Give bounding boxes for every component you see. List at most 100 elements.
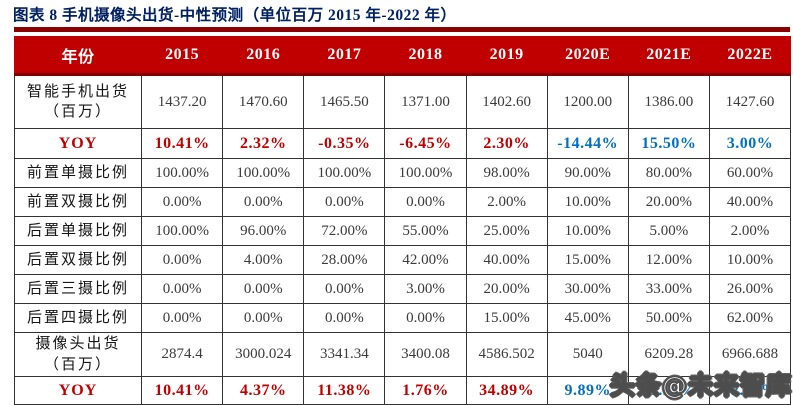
cell: 80.00% (627, 158, 710, 188)
cell: 15.00% (546, 245, 629, 275)
cell: 0.00% (303, 303, 386, 333)
table-row: YOY 10.41% 2.32% -0.35% -6.45% 2.30% -14.44% 15… (14, 128, 792, 159)
header-cell-2015: 2015 (140, 36, 224, 76)
cell: 12.00% (627, 245, 710, 275)
cell: 6966.688 (708, 332, 792, 377)
cell: 0.00% (140, 274, 224, 304)
cell: 1437.20 (140, 74, 224, 129)
cell: 42.00% (384, 245, 467, 275)
cell: 100.00% (303, 158, 386, 188)
cell: 100.00% (140, 216, 224, 246)
cell: 0.00% (222, 274, 305, 304)
row-label: 前置单摄比例 (14, 158, 142, 188)
cell: 1427.60 (708, 74, 792, 129)
cell: 20.00% (465, 274, 548, 304)
table-body: 智能手机出货 （百万） 1437.20 1470.60 1465.50 1371.00 1… (14, 74, 792, 405)
cell: 33.00% (627, 274, 710, 304)
cell: 0.00% (222, 187, 305, 217)
cell: -14.44% (546, 128, 629, 159)
cell: 62.00% (708, 303, 792, 333)
table-row: 智能手机出货 （百万） 1437.20 1470.60 1465.50 1371.00 1… (14, 74, 792, 129)
cell: 4.37% (222, 376, 305, 405)
cell: 100.00% (222, 158, 305, 188)
row-label: 摄像头出货 （百万） (14, 332, 142, 377)
row-label: 后置单摄比例 (14, 216, 142, 246)
cell: 0.00% (384, 187, 467, 217)
table-row: 摄像头出货 （百万） 2874.4 3000.024 3341.34 3400.08 45… (14, 332, 792, 377)
cell: 2.00% (708, 216, 792, 246)
cell: 40.00% (465, 245, 548, 275)
title-underline-rule (14, 27, 790, 32)
cell: 9.89% (546, 376, 629, 405)
table-row: 后置三摄比例 0.00% 0.00% 0.00% 3.00% 20.00% 30.00% 33… (14, 274, 792, 304)
row-label: 后置双摄比例 (14, 245, 142, 275)
header-cell-2016: 2016 (222, 36, 305, 76)
cell: 6209.28 (627, 332, 710, 377)
cell: 28.00% (303, 245, 386, 275)
cell: 96.00% (222, 216, 305, 246)
table-header-row: 年份 2015 2016 2017 2018 2019 2020E 2021E 2022E (14, 36, 792, 76)
cell: 98.00% (465, 158, 548, 188)
table-row: 后置单摄比例 100.00% 96.00% 72.00% 55.00% 25.00% 10.… (14, 216, 792, 246)
cell: 12.20% (708, 376, 792, 405)
cell: 15.00% (465, 303, 548, 333)
row-label: YOY (14, 128, 142, 159)
cell: 10.00% (546, 216, 629, 246)
cell: -0.35% (303, 128, 386, 159)
cell: 1402.60 (465, 74, 548, 129)
cell: 100.00% (384, 158, 467, 188)
cell: 2.30% (465, 128, 548, 159)
table-row: 后置四摄比例 0.00% 0.00% 0.00% 0.00% 15.00% 45.00% 50… (14, 303, 792, 333)
cell: -6.45% (384, 128, 467, 159)
cell: 1465.50 (303, 74, 386, 129)
cell: 3.00% (384, 274, 467, 304)
header-cell-2021E: 2021E (627, 36, 710, 76)
header-cell-2020E: 2020E (546, 36, 629, 76)
cell: 1371.00 (384, 74, 467, 129)
cell: 4586.502 (465, 332, 548, 377)
cell: 1386.00 (627, 74, 710, 129)
cell: 0.00% (303, 187, 386, 217)
cell: 1470.60 (222, 74, 305, 129)
table-row: 前置双摄比例 0.00% 0.00% 0.00% 0.00% 2.00% 10.00% 20.… (14, 187, 792, 217)
row-label: 后置三摄比例 (14, 274, 142, 304)
cell: 0.00% (140, 187, 224, 217)
cell: 11.38% (303, 376, 386, 405)
cell: 72.00% (303, 216, 386, 246)
cell: 0.00% (140, 303, 224, 333)
cell: 2874.4 (140, 332, 224, 377)
cell: 10.41% (140, 128, 224, 159)
table-row: 前置单摄比例 100.00% 100.00% 100.00% 100.00% 98.00%… (14, 158, 792, 188)
cell: 10.00% (546, 187, 629, 217)
cell: 10.00% (708, 245, 792, 275)
cell: 26.00% (708, 274, 792, 304)
header-cell-2017: 2017 (303, 36, 386, 76)
cell: 15.50% (627, 128, 710, 159)
row-label: 后置四摄比例 (14, 303, 142, 333)
cell: 3000.024 (222, 332, 305, 377)
cell: 2.00% (465, 187, 548, 217)
figure-title: 图表 8 手机摄像头出货-中性预测（单位百万 2015 年-2022 年） (13, 7, 457, 24)
cell: 0.00% (222, 303, 305, 333)
cell: 60.00% (708, 158, 792, 188)
cell: 10.41% (140, 376, 224, 405)
cell: 100.00% (140, 158, 224, 188)
table-row: YOY 10.41% 4.37% 11.38% 1.76% 34.89% 9.89% 23.2… (14, 376, 792, 405)
cell: 5.00% (627, 216, 710, 246)
header-cell-2022E: 2022E (708, 36, 792, 76)
cell: 0.00% (140, 245, 224, 275)
header-cell-2019: 2019 (465, 36, 548, 76)
cell: 55.00% (384, 216, 467, 246)
cell: 5040 (546, 332, 629, 377)
cell: 50.00% (627, 303, 710, 333)
cell: 30.00% (546, 274, 629, 304)
cell: 3400.08 (384, 332, 467, 377)
cell: 0.00% (303, 274, 386, 304)
cell: 25.00% (465, 216, 548, 246)
cell: 45.00% (546, 303, 629, 333)
cell: 1.76% (384, 376, 467, 405)
header-cell-year: 年份 (14, 36, 142, 76)
cell: 34.89% (465, 376, 548, 405)
row-label: YOY (14, 376, 142, 405)
